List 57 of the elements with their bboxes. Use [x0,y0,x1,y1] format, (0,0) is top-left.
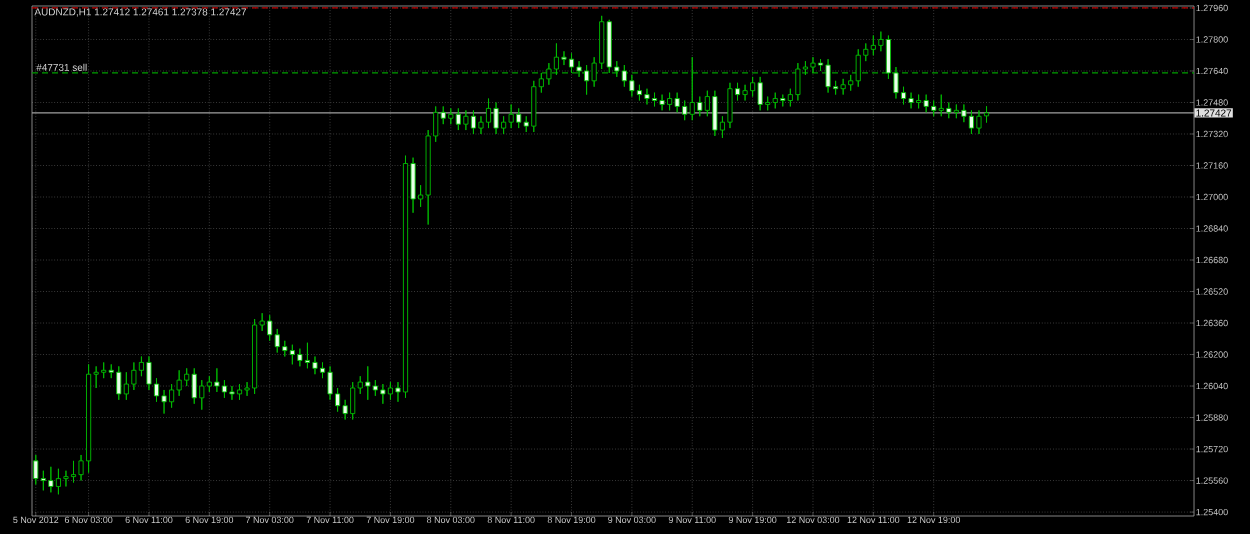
candlestick [644,88,650,105]
candlestick [86,363,92,474]
candlestick [757,76,763,111]
candlestick [825,58,831,94]
candlestick [380,383,386,405]
candlestick [485,98,492,129]
candlestick [48,466,54,493]
candlestick [116,365,122,401]
candlestick [606,19,612,74]
candlestick [55,468,61,495]
candlestick [908,92,914,109]
candlestick [402,155,409,399]
candlestick [289,344,295,365]
candlestick [455,107,461,131]
candlestick [689,56,695,121]
candlestick [387,381,393,401]
candlestick [667,92,673,111]
candlestick [953,104,959,119]
candlestick [916,94,922,109]
candlestick [855,48,861,88]
candlestick [946,102,952,119]
candlestick [976,109,982,135]
candlestick [772,92,778,109]
candlestick [350,381,356,420]
candlestick [304,342,310,369]
candlestick [516,107,522,129]
candlestick [365,365,371,401]
candlestick [448,107,454,125]
candlestick [870,35,876,56]
candlestick [742,84,748,101]
candlestick [712,90,718,137]
candlestick [584,64,590,96]
candlestick [659,94,665,111]
candlestick [297,348,303,367]
candlestick [931,100,937,117]
candlestick [463,109,469,131]
candlestick [70,460,77,483]
candlestick [968,109,974,135]
candlestick [651,92,658,107]
candlestick [214,367,220,393]
candlestick [810,56,816,74]
candlestick [229,385,235,401]
candlestick [33,454,39,485]
candlestick [236,383,243,401]
candlestick [568,52,575,74]
candlestick [923,94,929,113]
candlestick [470,109,476,135]
candlestick [191,367,197,405]
candlestick [531,80,537,133]
candlestick [252,318,258,395]
candlestick [493,102,499,135]
candlestick [780,94,786,107]
candlestick [840,78,846,96]
candlestick [938,94,944,117]
candlestick [795,62,801,101]
candlestick [508,104,514,129]
candlestick [674,92,680,113]
